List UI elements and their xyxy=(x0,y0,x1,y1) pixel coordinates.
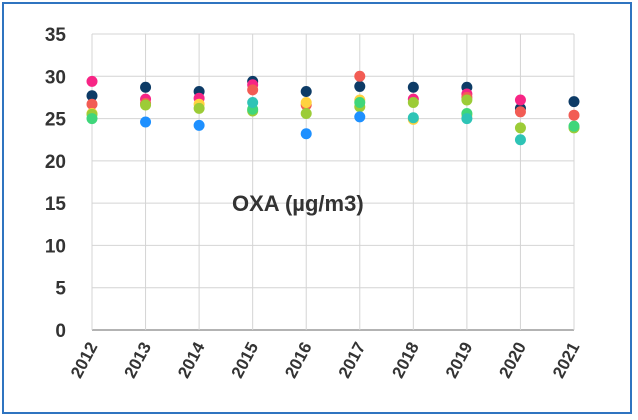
data-point xyxy=(193,102,205,114)
data-point xyxy=(354,97,366,109)
x-axis-ticks: 2012 2013 2014 2015 2016 2017 2018 2019 2020 2021 xyxy=(67,338,584,381)
data-point xyxy=(461,94,473,106)
x-tick-label: 2018 xyxy=(388,339,423,381)
data-point xyxy=(140,116,152,128)
data-point xyxy=(407,112,419,124)
data-point xyxy=(247,97,259,109)
data-point xyxy=(86,90,98,102)
data-point xyxy=(354,80,366,92)
y-tick-label: 30 xyxy=(45,67,66,88)
data-points xyxy=(86,70,580,146)
data-point xyxy=(354,70,366,82)
data-point xyxy=(300,107,312,119)
data-point xyxy=(86,98,98,110)
y-tick-label: 15 xyxy=(45,194,67,215)
data-point xyxy=(354,111,366,123)
data-point xyxy=(300,97,312,109)
x-tick-label: 2013 xyxy=(121,339,156,381)
data-point xyxy=(514,122,526,134)
data-point xyxy=(86,75,98,87)
data-point xyxy=(407,97,419,109)
data-point xyxy=(247,84,259,96)
y-tick-label: 10 xyxy=(45,236,66,257)
data-point xyxy=(407,81,419,93)
x-tick-label: 2016 xyxy=(281,339,316,381)
data-point xyxy=(300,86,312,98)
gridlines xyxy=(91,33,575,331)
data-point xyxy=(86,113,98,125)
y-axis-ticks: 0 5 10 15 20 25 30 35 xyxy=(45,25,67,342)
x-tick-label: 2020 xyxy=(495,339,530,381)
x-tick-label: 2019 xyxy=(442,339,477,381)
data-point xyxy=(514,106,526,118)
chart-frame: 0 5 10 15 20 25 30 35 2012 2013 2014 2015 2016 2017 2… xyxy=(2,2,632,414)
y-tick-label: 20 xyxy=(45,152,66,173)
x-tick-label: 2015 xyxy=(228,339,263,381)
data-point xyxy=(568,120,580,132)
y-tick-label: 5 xyxy=(55,279,66,300)
data-point xyxy=(514,134,526,146)
x-tick-label: 2014 xyxy=(174,338,209,381)
chart-title: OXA (µg/m3) xyxy=(232,191,364,216)
x-tick-label: 2017 xyxy=(335,339,370,381)
y-tick-label: 25 xyxy=(45,110,67,131)
data-point xyxy=(300,128,312,140)
x-tick-label: 2012 xyxy=(67,339,102,381)
data-point xyxy=(140,81,152,93)
data-point xyxy=(568,109,580,121)
y-tick-label: 0 xyxy=(55,321,66,342)
data-point xyxy=(568,96,580,108)
data-point xyxy=(514,94,526,106)
data-point xyxy=(193,119,205,131)
y-tick-label: 35 xyxy=(45,25,67,46)
data-point xyxy=(140,99,152,111)
data-point xyxy=(461,113,473,125)
x-tick-label: 2021 xyxy=(549,339,584,381)
